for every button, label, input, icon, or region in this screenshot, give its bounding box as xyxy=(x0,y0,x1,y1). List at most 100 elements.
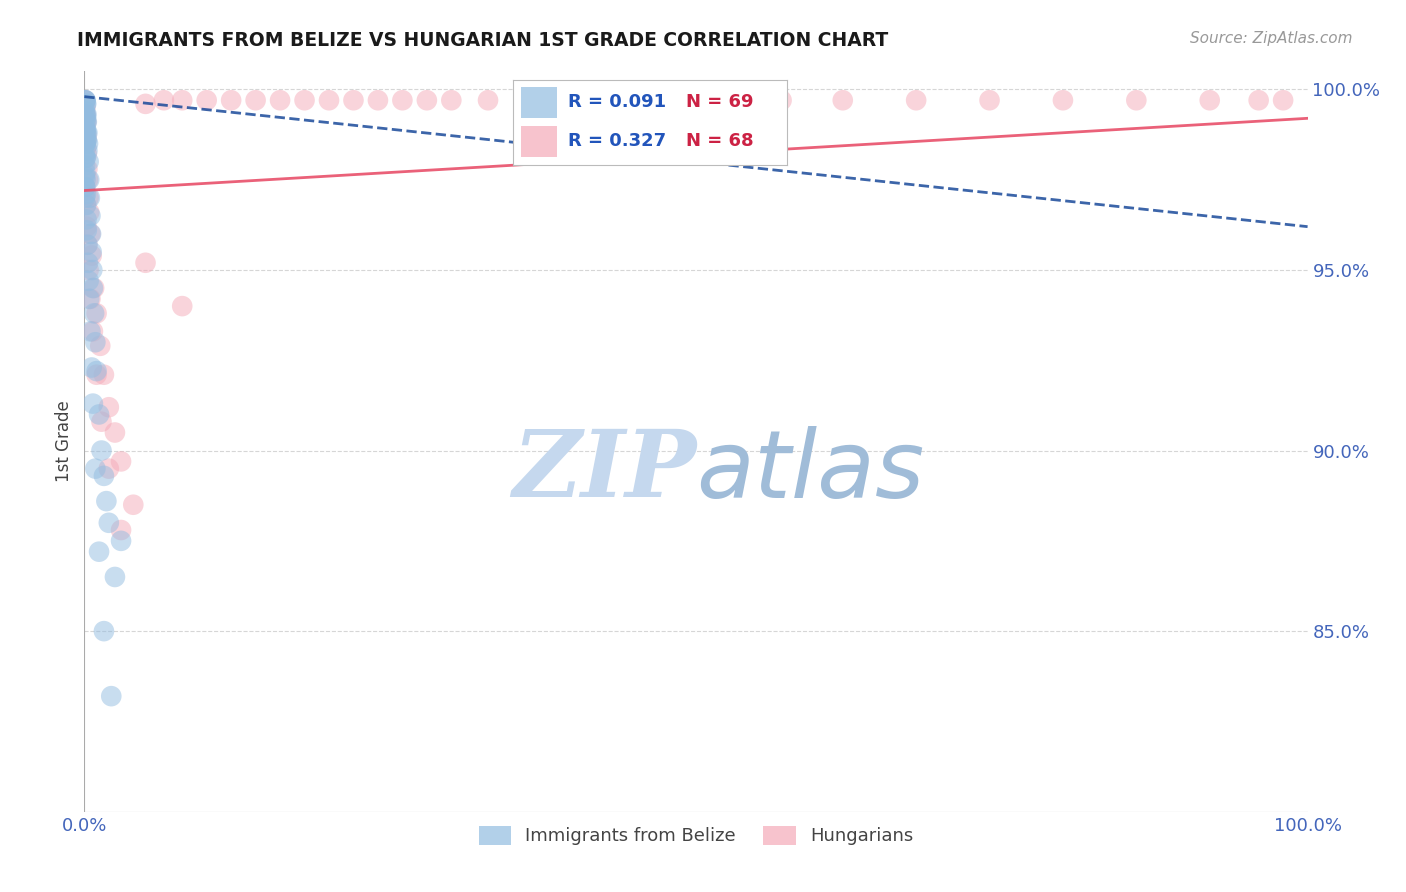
Y-axis label: 1st Grade: 1st Grade xyxy=(55,401,73,483)
Point xyxy=(75,198,97,212)
Point xyxy=(77,172,100,186)
Point xyxy=(90,443,112,458)
Point xyxy=(905,93,928,107)
Point xyxy=(76,147,98,161)
Point xyxy=(93,368,115,382)
Point xyxy=(73,169,96,183)
Point xyxy=(104,425,127,440)
Point xyxy=(172,299,194,313)
Point xyxy=(80,227,103,241)
Point xyxy=(76,126,98,140)
Point xyxy=(86,306,108,320)
Point xyxy=(75,119,97,133)
Point xyxy=(75,151,97,165)
Point xyxy=(80,248,103,262)
Point xyxy=(770,93,793,107)
Point xyxy=(80,244,103,259)
Point xyxy=(391,93,413,107)
Point xyxy=(75,96,97,111)
Point xyxy=(294,93,316,107)
Bar xyxy=(522,126,557,157)
Point xyxy=(76,219,98,234)
Point xyxy=(76,108,98,122)
Point xyxy=(75,115,97,129)
Point xyxy=(979,93,1001,107)
Point xyxy=(1198,93,1220,107)
Point xyxy=(79,227,101,241)
Point xyxy=(75,96,97,111)
Point xyxy=(96,494,118,508)
Point xyxy=(75,133,97,147)
Point xyxy=(77,191,100,205)
Point xyxy=(73,136,96,151)
Point xyxy=(172,93,194,107)
Point xyxy=(75,140,97,154)
Point xyxy=(342,93,364,107)
Point xyxy=(122,498,145,512)
Point xyxy=(75,165,97,179)
Point xyxy=(83,281,105,295)
Point xyxy=(77,263,100,277)
Point xyxy=(75,126,97,140)
Point xyxy=(367,93,389,107)
Point xyxy=(612,93,634,107)
Text: Source: ZipAtlas.com: Source: ZipAtlas.com xyxy=(1189,31,1353,46)
Point xyxy=(82,263,104,277)
Point xyxy=(318,93,340,107)
Point xyxy=(75,112,97,126)
Legend: Immigrants from Belize, Hungarians: Immigrants from Belize, Hungarians xyxy=(470,817,922,855)
Point xyxy=(76,237,98,252)
Text: N = 68: N = 68 xyxy=(686,132,754,150)
Bar xyxy=(522,87,557,118)
Point xyxy=(84,335,107,350)
Text: R = 0.327: R = 0.327 xyxy=(568,132,666,150)
Point xyxy=(709,93,731,107)
Point xyxy=(75,108,97,122)
Point xyxy=(75,187,97,202)
Point xyxy=(75,184,97,198)
Point xyxy=(1272,93,1295,107)
Point xyxy=(79,325,101,339)
Point xyxy=(73,180,96,194)
Point xyxy=(76,237,98,252)
Point xyxy=(135,256,157,270)
Point xyxy=(75,133,97,147)
Point xyxy=(110,533,132,548)
Point xyxy=(100,689,122,703)
Point xyxy=(87,544,110,558)
Point xyxy=(110,454,132,468)
Point xyxy=(245,93,267,107)
Point xyxy=(75,136,97,151)
Point xyxy=(195,93,218,107)
Point xyxy=(831,93,853,107)
Point xyxy=(73,93,96,107)
Point xyxy=(75,115,97,129)
Point xyxy=(73,104,96,119)
Point xyxy=(477,93,499,107)
Point xyxy=(86,368,108,382)
Point xyxy=(97,516,120,530)
Point xyxy=(77,256,100,270)
Point xyxy=(76,161,98,176)
Point xyxy=(93,624,115,639)
Point xyxy=(76,212,98,227)
Point xyxy=(84,461,107,475)
Point xyxy=(75,108,97,122)
Point xyxy=(73,93,96,107)
Point xyxy=(73,126,96,140)
Point xyxy=(75,93,97,107)
Point xyxy=(79,292,101,306)
Point xyxy=(75,126,97,140)
Point xyxy=(77,292,100,306)
Point xyxy=(82,325,104,339)
Point xyxy=(75,180,97,194)
Point xyxy=(77,274,100,288)
Point xyxy=(87,408,110,422)
Point xyxy=(76,126,98,140)
Point xyxy=(73,191,96,205)
Point xyxy=(82,396,104,410)
Point xyxy=(75,122,97,136)
Point xyxy=(110,523,132,537)
Text: ZIP: ZIP xyxy=(512,426,696,516)
Point xyxy=(80,360,103,375)
